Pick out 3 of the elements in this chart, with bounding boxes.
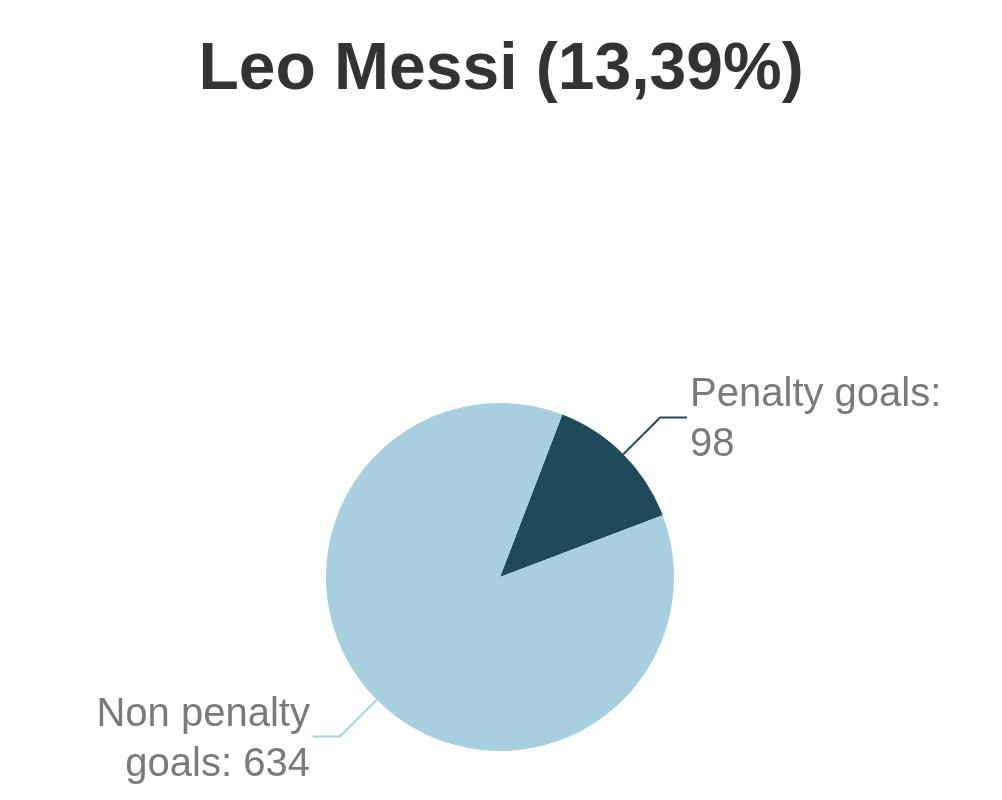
chart-title: Leo Messi (13,39%) [197, 28, 805, 104]
data-label: Non penalty goals: 634 [95, 688, 310, 786]
data-label: Penalty goals: 98 [690, 369, 943, 467]
